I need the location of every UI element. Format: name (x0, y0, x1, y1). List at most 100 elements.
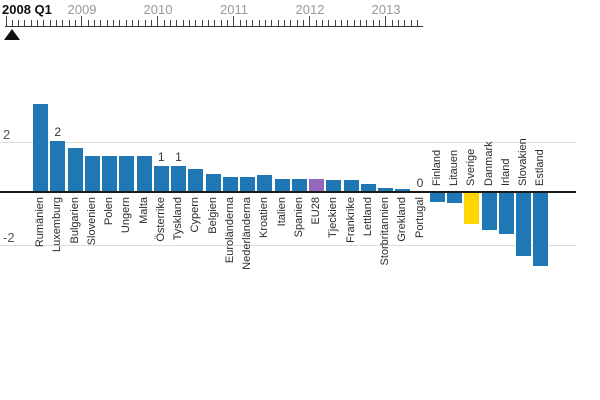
category-label-grekland: Grekland (396, 197, 409, 242)
timeline-month-tick (246, 20, 248, 26)
timeline-month-tick (201, 20, 203, 26)
value-label-luxemburg: 2 (54, 124, 62, 139)
category-label-eurolanderna: Euroländerna (223, 197, 236, 264)
bar-spanien[interactable] (291, 179, 307, 191)
timeline-year-label-2010: 2010 (143, 2, 173, 17)
bar-grekland[interactable] (395, 189, 411, 191)
timeline-month-tick (151, 20, 153, 26)
bar-chart-area: 2 -2 Rumänien Luxemburg Bulgarien Slovenien Po… (0, 104, 576, 270)
category-label-luxemburg: Luxemburg (51, 197, 64, 253)
category-label-malta: Malta (137, 197, 150, 224)
timeline-month-tick (296, 20, 298, 26)
bar-estland[interactable] (533, 193, 549, 267)
timeline-month-tick (372, 20, 374, 26)
bar-tyskland[interactable] (171, 166, 186, 191)
timeline-month-tick (239, 20, 241, 26)
timeline-month-tick (208, 20, 210, 26)
bar-italien[interactable] (274, 179, 290, 191)
bar-cypern[interactable] (188, 168, 204, 191)
bar-nederlanderna[interactable] (240, 176, 255, 191)
category-label-slovenien: Slovenien (85, 197, 98, 246)
category-label-portugal: Portugal (413, 197, 426, 238)
bar-irland[interactable] (498, 193, 514, 235)
bar-rumanien[interactable] (33, 104, 48, 191)
timeline-month-tick (30, 20, 32, 26)
timeline-month-tick (62, 20, 64, 26)
bar-belgien[interactable] (205, 173, 221, 191)
category-label-estland: Estland (534, 149, 547, 186)
timeline-month-tick (322, 20, 324, 26)
bar-lettland[interactable] (360, 184, 376, 191)
bar-slovakien[interactable] (516, 193, 531, 257)
bar-frankrike[interactable] (343, 180, 359, 191)
timeline-month-tick (252, 20, 254, 26)
category-label-rumanien: Rumänien (34, 197, 46, 248)
timeline-month-tick (106, 20, 108, 26)
bar-eurolanderna[interactable] (222, 176, 238, 191)
bar-eu28[interactable] (309, 179, 324, 191)
bar-sverige[interactable] (464, 193, 480, 224)
category-label-polen: Polen (103, 197, 115, 226)
timeline-month-tick (113, 20, 115, 26)
bar-litauen[interactable] (447, 193, 462, 204)
category-label-storbritannien: Storbritannien (379, 197, 391, 266)
category-label-spanien: Spanien (292, 197, 305, 238)
timeline-year-tick (157, 16, 159, 26)
bar-tjeckien[interactable] (326, 180, 342, 191)
timeline-year-tick (233, 16, 235, 26)
timeline-slider-thumb-icon[interactable] (4, 29, 20, 40)
timeline-month-tick (227, 20, 229, 26)
timeline-month-tick (334, 20, 336, 26)
timeline-month-tick (176, 20, 178, 26)
category-label-irland: Irland (499, 158, 512, 186)
timeline-month-tick (125, 20, 127, 26)
bar-polen[interactable] (102, 155, 117, 191)
timeline-month-tick (11, 20, 13, 26)
timeline-current-period-label: 2008 Q1 (2, 2, 52, 17)
timeline-month-tick (277, 20, 279, 26)
value-label-portugal: 0 (416, 176, 424, 190)
bar-kroatien[interactable] (257, 175, 273, 191)
category-label-cypern: Cypern (189, 197, 202, 233)
timeline-month-tick (347, 20, 349, 26)
timeline-month-tick (119, 20, 121, 26)
y-axis-tick-label--2: -2 (3, 230, 15, 245)
bar-ungern[interactable] (119, 155, 135, 191)
category-label-danmark: Danmark (482, 141, 495, 186)
timeline-month-tick (366, 20, 368, 26)
category-label-finland: Finland (430, 149, 443, 186)
timeline-month-tick (404, 20, 406, 26)
category-label-tjeckien: Tjeckien (327, 197, 340, 238)
timeline-month-tick (87, 20, 89, 26)
timeline-month-tick (284, 20, 286, 26)
bar-danmark[interactable] (481, 193, 497, 231)
timeline-month-tick (398, 20, 400, 26)
timeline-ruler[interactable]: 2008 Q1 2009 2010 2011 2012 2013 (0, 0, 600, 46)
timeline-month-tick (163, 20, 165, 26)
timeline-month-tick (353, 20, 355, 26)
category-label-nederlanderna: Nederländerna (241, 197, 253, 270)
timeline-month-tick (303, 20, 305, 26)
timeline-year-label-2011: 2011 (220, 2, 248, 17)
bar-osterrike[interactable] (153, 166, 169, 191)
category-label-eu28: EU28 (310, 197, 322, 225)
bar-storbritannien[interactable] (378, 188, 393, 191)
bar-slovenien[interactable] (84, 155, 100, 191)
bar-finland[interactable] (429, 193, 445, 202)
bar-luxemburg[interactable] (50, 140, 66, 191)
timeline-month-tick (189, 20, 191, 26)
bar-malta[interactable] (136, 155, 152, 191)
bar-bulgarien[interactable] (67, 148, 83, 191)
timeline-year-label-2009: 2009 (67, 2, 97, 17)
timeline-month-tick (341, 20, 343, 26)
timeline-month-tick (410, 20, 412, 26)
timeline-year-label-2013: 2013 (371, 2, 401, 17)
timeline-month-tick (100, 20, 102, 26)
timeline-month-tick (271, 20, 273, 26)
gridline-y-2 (0, 142, 576, 143)
timeline-month-tick (132, 20, 134, 26)
category-label-lettland: Lettland (361, 197, 374, 237)
category-label-slovakien: Slovakien (517, 138, 529, 186)
gridline-y--2 (0, 245, 576, 246)
